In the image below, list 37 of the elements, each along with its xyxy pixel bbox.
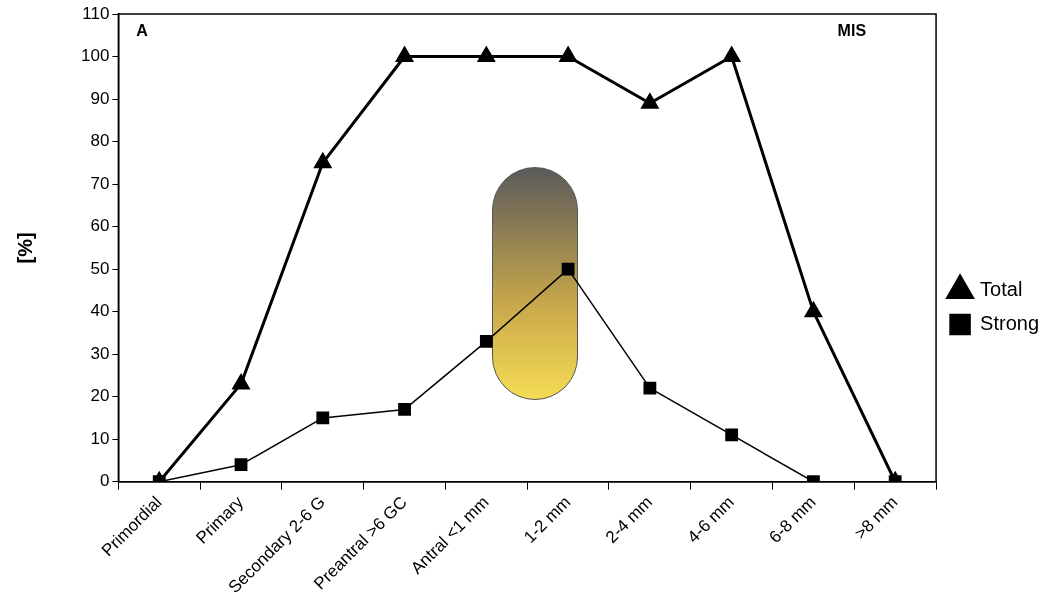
y-tick-label: 100 [80,46,110,66]
point [641,93,659,109]
y-tick-label: 0 [99,471,110,491]
point [396,47,413,63]
y-tick-label: 80 [90,131,110,151]
x-tick-label: 2-4 mm [601,492,657,547]
point [479,334,493,348]
legend-label: Total [980,278,1023,301]
point [314,153,332,169]
y-tick-label: 20 [90,386,110,406]
x-tick-label: 4-6 mm [683,492,738,547]
point [561,262,575,276]
y-tick-label: 110 [82,3,110,23]
point [316,411,330,425]
point [725,428,739,442]
point [559,47,577,63]
y-tick-label: 10 [90,428,110,448]
y-tick-label: 30 [90,343,110,363]
y-tick-label: 90 [90,88,110,108]
x-tick-label: >8 mm [850,492,902,544]
annotation: A [136,22,149,40]
point [477,47,495,63]
annotation: MIS [837,22,867,40]
point [234,458,248,472]
point [643,381,657,395]
y-tick-label: 60 [90,216,110,236]
y-axis-title: [%] [13,232,36,264]
y-tick-label: 40 [90,301,110,321]
point [723,47,741,63]
point [804,302,822,318]
x-tick-label: 6-8 mm [765,492,820,547]
legend-label: Strong [980,312,1040,335]
y-tick-label: 50 [90,258,110,278]
y-tick-label: 70 [90,173,110,193]
point [398,403,411,416]
x-tick-label: 1-2 mm [520,492,575,547]
point [232,374,250,390]
